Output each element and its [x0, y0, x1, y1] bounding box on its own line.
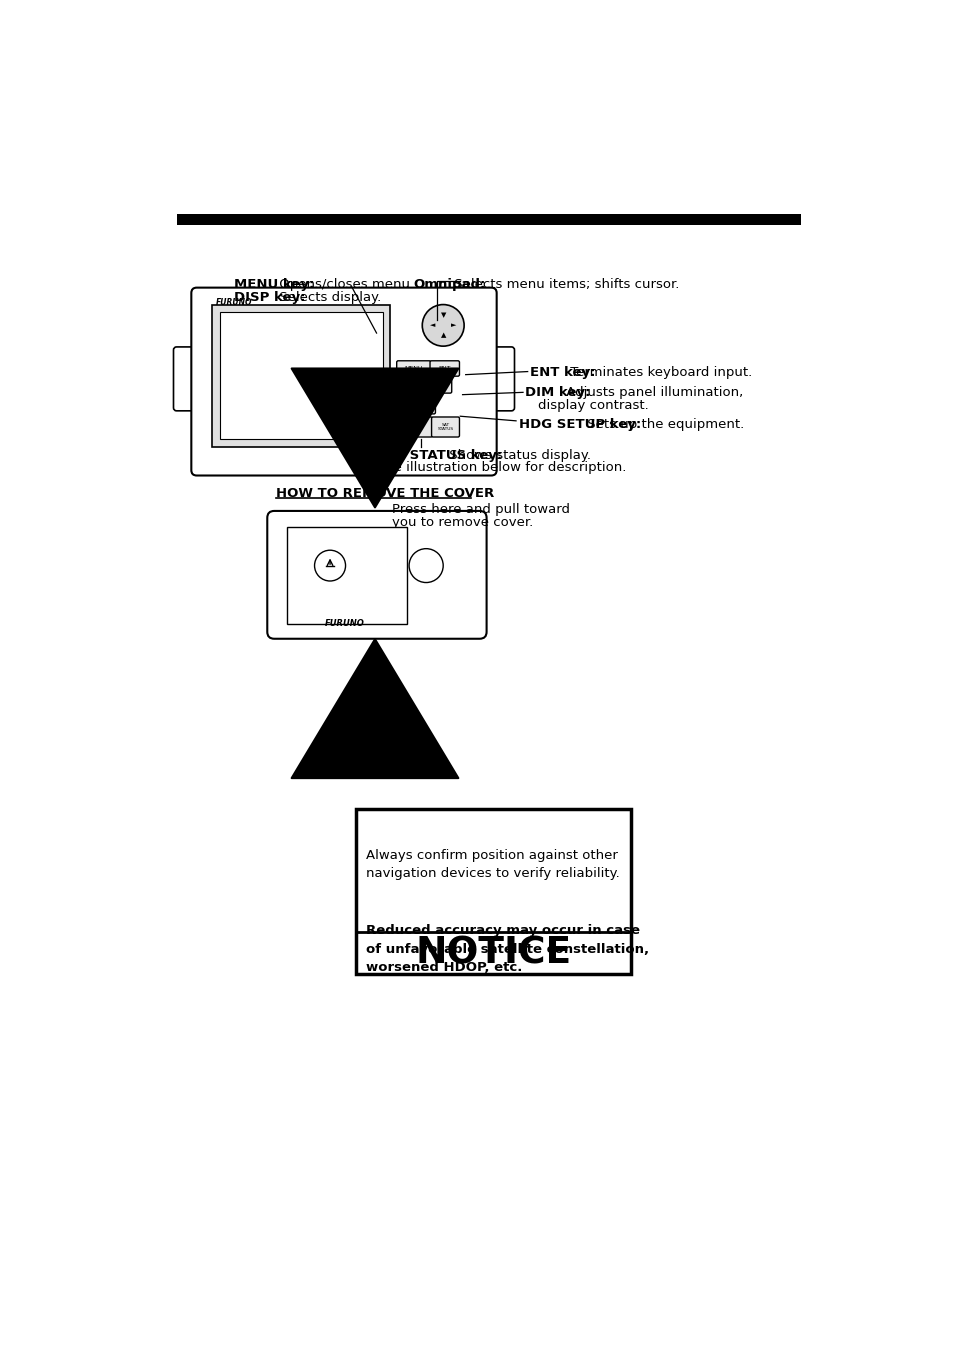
Text: HOW TO REMOVE THE COVER: HOW TO REMOVE THE COVER — [275, 488, 494, 500]
Text: ▲: ▲ — [440, 332, 445, 338]
Text: Opens/closes menu.: Opens/closes menu. — [274, 277, 414, 290]
Text: Selects display.: Selects display. — [274, 290, 380, 304]
Text: HDG
SETUP: HDG SETUP — [412, 400, 429, 411]
Text: DIM key:: DIM key: — [525, 386, 590, 399]
Text: DISP: DISP — [404, 382, 418, 388]
FancyBboxPatch shape — [431, 417, 459, 436]
Text: FURUNO: FURUNO — [324, 620, 364, 628]
Text: ▼: ▼ — [440, 312, 445, 319]
Bar — [355, 809, 630, 974]
FancyBboxPatch shape — [406, 396, 435, 413]
FancyBboxPatch shape — [396, 378, 426, 393]
Text: DISP key:: DISP key: — [233, 290, 305, 304]
Text: you to remove cover.: you to remove cover. — [392, 516, 533, 528]
Text: See illustration below for description.: See illustration below for description. — [376, 461, 625, 474]
Text: Omnipad:: Omnipad: — [414, 277, 486, 290]
Circle shape — [314, 550, 345, 581]
Text: ◄: ◄ — [430, 323, 436, 328]
Circle shape — [422, 304, 464, 346]
FancyBboxPatch shape — [267, 511, 486, 639]
Text: ►: ► — [450, 323, 456, 328]
FancyBboxPatch shape — [491, 347, 514, 411]
FancyBboxPatch shape — [192, 288, 497, 476]
Text: ENT: ENT — [438, 366, 451, 372]
Text: SATELLITE
COMPASS: SATELLITE COMPASS — [400, 423, 422, 431]
Bar — [286, 527, 406, 624]
Bar — [177, 215, 801, 226]
Text: Reduced accuracy may occur in case
of unfavorable satellite constellation,
worse: Reduced accuracy may occur in case of un… — [366, 924, 649, 974]
Text: Selects menu items; shifts cursor.: Selects menu items; shifts cursor. — [450, 277, 679, 290]
Text: ENT key:: ENT key: — [530, 366, 595, 380]
FancyBboxPatch shape — [173, 347, 196, 411]
FancyBboxPatch shape — [425, 378, 452, 393]
Text: SAT
STATUS: SAT STATUS — [437, 423, 453, 431]
Text: NOTICE: NOTICE — [415, 935, 571, 971]
Text: Adjusts panel illumination,: Adjusts panel illumination, — [561, 386, 742, 399]
Text: Sets up the equipment.: Sets up the equipment. — [582, 417, 743, 431]
Text: SAT STATUS key:: SAT STATUS key: — [376, 449, 501, 462]
Text: Press here and pull toward: Press here and pull toward — [392, 503, 570, 516]
Text: MENU: MENU — [404, 366, 422, 372]
Text: HDG SETUP key:: HDG SETUP key: — [518, 417, 640, 431]
Text: Terminates keyboard input.: Terminates keyboard input. — [566, 366, 752, 380]
Text: MENU key:: MENU key: — [233, 277, 314, 290]
Text: Always confirm position against other
navigation devices to verify reliability.: Always confirm position against other na… — [366, 848, 619, 881]
FancyBboxPatch shape — [396, 361, 431, 376]
FancyBboxPatch shape — [430, 361, 459, 376]
Text: Shows status display.: Shows status display. — [444, 449, 590, 462]
Text: display contrast.: display contrast. — [537, 399, 648, 412]
Bar — [212, 304, 390, 447]
Bar — [220, 312, 382, 439]
Text: DIM: DIM — [432, 382, 444, 388]
Text: FURUNO: FURUNO — [216, 297, 253, 307]
FancyBboxPatch shape — [390, 417, 432, 436]
Circle shape — [409, 549, 443, 582]
